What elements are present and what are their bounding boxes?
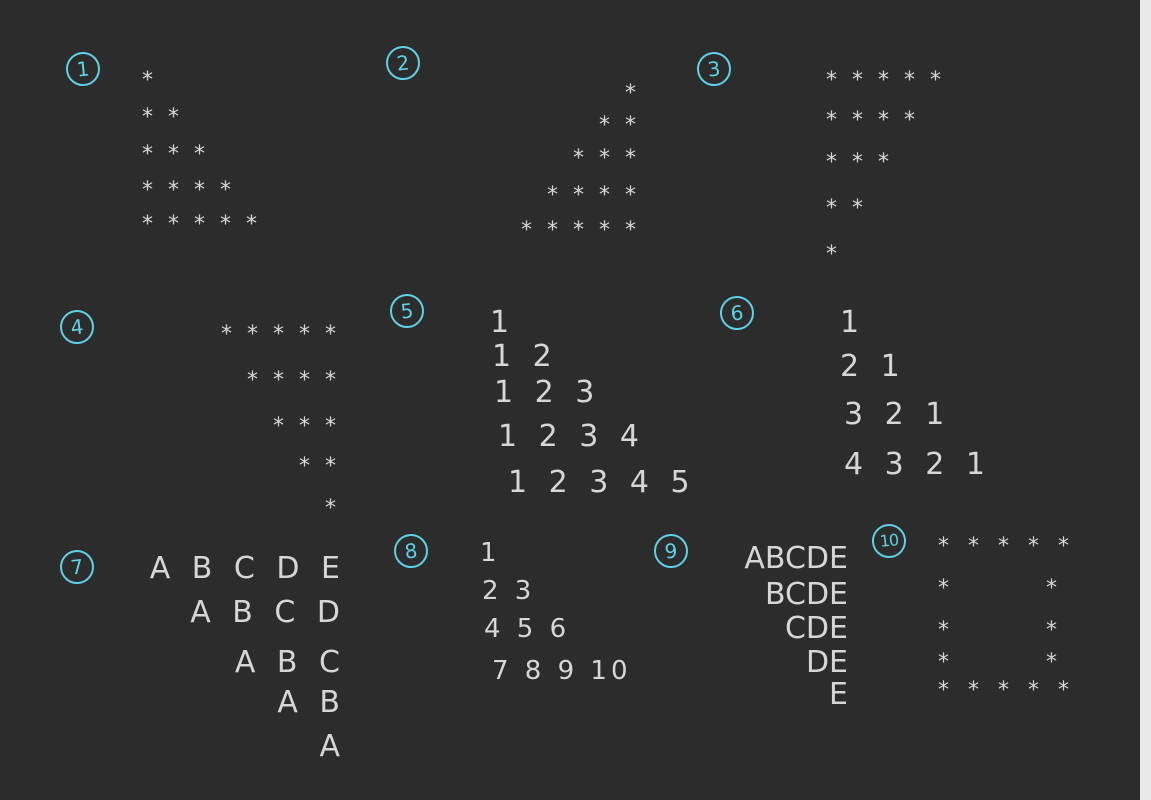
pattern-3-number: 3 bbox=[695, 50, 733, 88]
pattern-9-row-3: CDE bbox=[784, 611, 848, 646]
pattern-9-row-2: BCDE bbox=[764, 577, 848, 612]
pattern-7-row-2: A B C D bbox=[190, 595, 346, 630]
pattern-10-row-5: * * * * * bbox=[938, 678, 1075, 703]
pattern-1-row-5: * * * * * bbox=[142, 212, 261, 237]
pattern-4-number: 4 bbox=[58, 308, 96, 346]
pattern-2-row-3: * * * bbox=[573, 146, 640, 171]
pattern-9-number: 9 bbox=[652, 532, 690, 570]
pattern-7-row-1: A B C D E bbox=[149, 551, 346, 586]
pattern-2-row-1: * bbox=[625, 81, 640, 106]
pattern-6-number: 6 bbox=[718, 294, 756, 332]
pattern-1-row-4: * * * * bbox=[142, 178, 235, 203]
pattern-5-row-4: 1 2 3 4 bbox=[498, 419, 645, 454]
pattern-3-row-5: * bbox=[826, 242, 841, 267]
pattern-2-row-2: * * bbox=[599, 113, 640, 138]
pattern-10-row-3: * * bbox=[938, 618, 1063, 643]
pattern-10-number: 10 bbox=[870, 522, 908, 560]
pattern-7-row-4: A B bbox=[277, 685, 346, 720]
right-margin-strip bbox=[1140, 0, 1151, 800]
pattern-5-row-3: 1 2 3 bbox=[494, 375, 601, 410]
pattern-7-number: 7 bbox=[58, 548, 96, 586]
pattern-5-row-5: 1 2 3 4 5 bbox=[508, 465, 696, 500]
pattern-3-row-2: * * * * bbox=[826, 108, 919, 133]
pattern-10-row-4: * * bbox=[938, 650, 1063, 675]
pattern-1-row-3: * * * bbox=[142, 142, 209, 167]
pattern-6-row-4: 4 3 2 1 bbox=[844, 447, 991, 482]
pattern-8-row-3: 4 5 6 bbox=[484, 614, 571, 644]
pattern-2-number: 2 bbox=[384, 44, 422, 82]
pattern-9-row-1: ABCDE bbox=[744, 541, 848, 576]
pattern-6-row-1: 1 bbox=[840, 305, 866, 340]
pattern-5-row-1: 1 bbox=[490, 305, 516, 340]
pattern-7-row-5: A bbox=[319, 729, 346, 764]
pattern-6-row-3: 3 2 1 bbox=[844, 397, 951, 432]
pattern-8-row-2: 2 3 bbox=[482, 576, 536, 606]
pattern-4-row-3: * * * bbox=[273, 414, 340, 439]
pattern-1-number: 1 bbox=[64, 50, 102, 88]
pattern-5-number: 5 bbox=[388, 292, 426, 330]
pattern-8-row-1: 1 bbox=[480, 538, 501, 568]
pattern-8-row-4: 7 8 9 10 bbox=[492, 656, 632, 686]
pattern-1-row-2: * * bbox=[142, 105, 183, 130]
pattern-2-row-4: * * * * bbox=[547, 183, 640, 208]
pattern-9-row-4: DE bbox=[805, 645, 848, 680]
pattern-4-row-5: * bbox=[325, 496, 340, 521]
pattern-4-row-1: * * * * * bbox=[221, 322, 340, 347]
pattern-8-number: 8 bbox=[392, 532, 430, 570]
pattern-5-row-2: 1 2 bbox=[492, 339, 558, 374]
pattern-2-row-5: * * * * * bbox=[521, 218, 640, 243]
pattern-4-row-2: * * * * bbox=[247, 368, 340, 393]
pattern-3-row-1: * * * * * bbox=[826, 68, 945, 93]
pattern-10-row-2: * * bbox=[938, 576, 1063, 601]
pattern-6-row-2: 2 1 bbox=[840, 349, 906, 384]
pattern-4-row-4: * * bbox=[299, 454, 340, 479]
pattern-1-row-1: * bbox=[142, 68, 157, 93]
pattern-3-row-4: * * bbox=[826, 196, 867, 221]
pattern-7-row-3: A B C bbox=[234, 645, 346, 680]
pattern-10-row-1: * * * * * bbox=[938, 534, 1075, 559]
pattern-3-row-3: * * * bbox=[826, 150, 893, 175]
pattern-9-row-5: E bbox=[829, 677, 848, 712]
